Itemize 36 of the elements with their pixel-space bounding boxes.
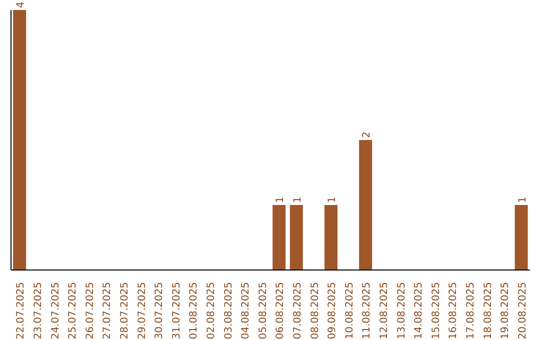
x-tick-label: 09.08.2025 bbox=[327, 282, 338, 340]
x-tick-label: 10.08.2025 bbox=[344, 282, 356, 340]
data-label: 1 bbox=[517, 196, 528, 203]
x-tick-label: 25.07.2025 bbox=[68, 282, 79, 340]
x-tick-label: 02.08.2025 bbox=[206, 282, 217, 340]
x-tick-label: 30.07.2025 bbox=[154, 282, 166, 340]
x-tick-label: 22.07.2025 bbox=[16, 282, 27, 340]
x-tick-label: 28.07.2025 bbox=[119, 282, 130, 340]
x-tick-label: 31.07.2025 bbox=[171, 282, 182, 340]
x-tick-label: 29.07.2025 bbox=[136, 282, 148, 340]
data-label: 1 bbox=[275, 196, 286, 203]
x-tick-label: 18.08.2025 bbox=[482, 282, 494, 340]
x-tick-label: 16.08.2025 bbox=[448, 282, 460, 340]
data-label: 4 bbox=[16, 2, 27, 8]
x-tick-label: 08.08.2025 bbox=[310, 282, 321, 340]
data-label: 2 bbox=[362, 132, 373, 138]
x-tick-label: 20.08.2025 bbox=[517, 282, 528, 340]
x-tick-label: 14.08.2025 bbox=[414, 282, 425, 340]
x-tick-label: 26.07.2025 bbox=[84, 282, 96, 340]
x-tick-label: 05.08.2025 bbox=[258, 282, 269, 340]
data-label: 1 bbox=[326, 196, 338, 203]
x-tick-label: 11.08.2025 bbox=[362, 282, 373, 340]
data-label: 1 bbox=[292, 196, 304, 203]
x-tick-label: 27.07.2025 bbox=[102, 282, 114, 340]
x-tick-label: 13.08.2025 bbox=[396, 282, 408, 340]
x-tick-label: 15.08.2025 bbox=[430, 282, 442, 340]
x-tick-label: 12.08.2025 bbox=[378, 282, 390, 340]
x-tick-label: 06.08.2025 bbox=[275, 282, 286, 340]
x-tick-label: 07.08.2025 bbox=[292, 282, 304, 340]
x-tick-label: 24.07.2025 bbox=[50, 282, 62, 340]
x-tick-label: 03.08.2025 bbox=[223, 282, 234, 340]
x-tick-label: 19.08.2025 bbox=[500, 282, 512, 340]
x-tick-label: 23.07.2025 bbox=[32, 282, 44, 340]
x-tick-label: 17.08.2025 bbox=[465, 282, 476, 340]
x-tick-label: 01.08.2025 bbox=[188, 282, 200, 340]
x-tick-label: 04.08.2025 bbox=[240, 282, 252, 340]
